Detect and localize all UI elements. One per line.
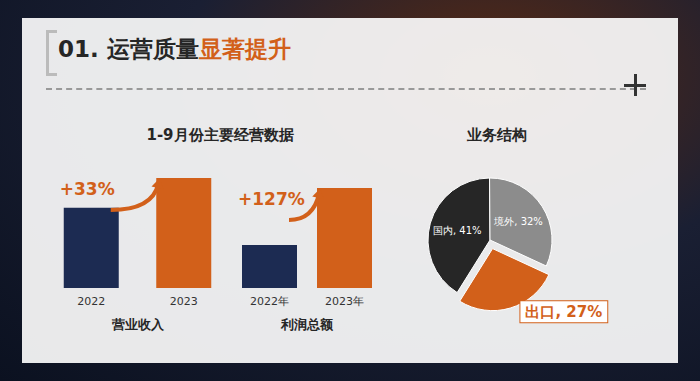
svg-text:境外, 32%: 境外, 32%: [493, 216, 543, 227]
html-text:01. 运营质量显著提升: 01. 运营质量显著提升: [58, 36, 291, 62]
svg-text:2022: 2022: [77, 295, 105, 308]
svg-text:2022年: 2022年: [250, 295, 289, 308]
svg-text:2023年: 2023年: [325, 295, 364, 308]
svg-text:+127%: +127%: [238, 189, 305, 209]
svg-text:2023: 2023: [170, 295, 198, 308]
svg-text:1-9月份主要经营数据: 1-9月份主要经营数据: [146, 126, 293, 144]
svg-text:业务结构: 业务结构: [466, 126, 527, 144]
svg-text:利润总额: 利润总额: [280, 317, 334, 332]
svg-text:出口, 27%: 出口, 27%: [525, 303, 602, 321]
svg-text:国内, 41%: 国内, 41%: [433, 225, 482, 236]
svg-text:+33%: +33%: [60, 179, 115, 199]
svg-text:营业收入: 营业收入: [111, 317, 165, 332]
